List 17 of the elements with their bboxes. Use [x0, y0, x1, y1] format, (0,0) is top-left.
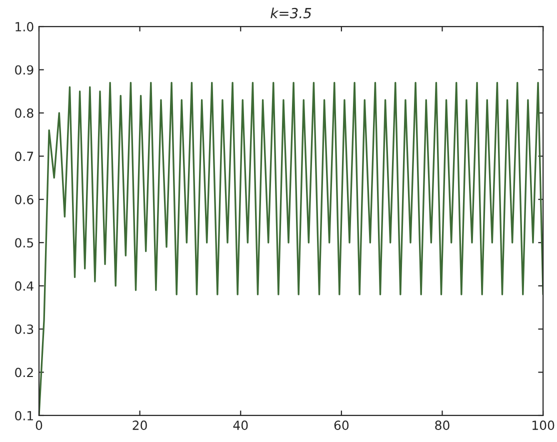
y-tick-label: 0.9	[15, 65, 34, 75]
x-tick-label: 100	[532, 420, 554, 430]
x-tick-label: 40	[233, 420, 248, 430]
y-tick-label: 0.2	[15, 368, 33, 378]
y-tick-label: 0.3	[15, 324, 34, 334]
y-tick-label: 0.8	[15, 108, 34, 118]
y-tick-label: 0.4	[15, 281, 34, 291]
chart-title: k=3.5	[270, 8, 312, 18]
x-tick-label: 0	[36, 420, 42, 430]
y-tick-label: 0.1	[15, 410, 33, 420]
y-tick-label: 0.7	[15, 152, 34, 162]
y-tick-label: 1.0	[16, 22, 34, 32]
x-tick-label: 60	[334, 420, 349, 430]
x-tick-label: 20	[132, 420, 147, 430]
y-tick-label: 0.5	[15, 238, 34, 248]
x-tick-label: 80	[435, 420, 450, 430]
y-tick-label: 0.6	[15, 194, 34, 204]
